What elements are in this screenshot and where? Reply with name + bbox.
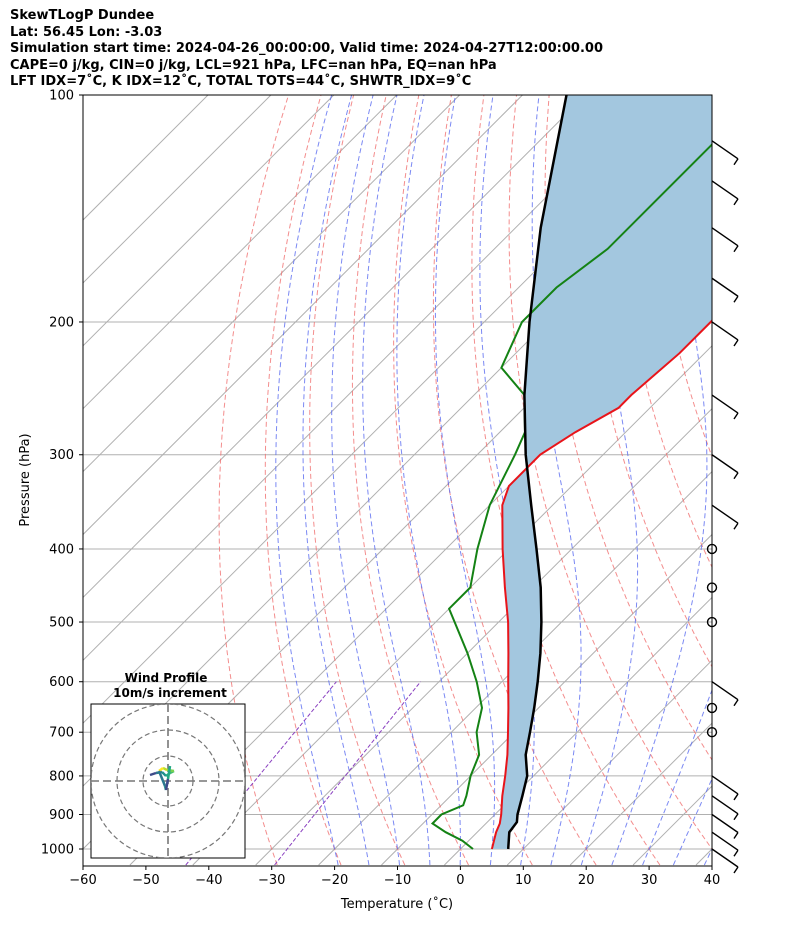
y-tick-label: 900	[49, 808, 74, 823]
isotherm-line	[83, 95, 272, 284]
wind-barb	[711, 454, 739, 480]
isotherm-line	[192, 345, 712, 866]
isotherm-line	[318, 470, 712, 866]
x-tick-label: 20	[578, 873, 595, 888]
times-line: Simulation start time: 2024-04-26_00:00:…	[10, 41, 603, 56]
dry-adiabat-line	[309, 95, 406, 866]
moist-adiabat-line	[396, 95, 461, 865]
moist-adiabat-line	[611, 95, 708, 866]
hodograph-segment	[157, 770, 167, 787]
x-tick-label: −40	[195, 873, 222, 888]
y-tick-label: 700	[49, 726, 74, 741]
x-tick-label: −20	[321, 873, 348, 888]
x-tick-label: 0	[456, 873, 464, 888]
hodograph-segment	[164, 778, 170, 791]
y-tick-label: 800	[49, 769, 74, 784]
y-tick-label: 200	[49, 315, 74, 330]
chart-title: SkewTLogP Dundee	[10, 8, 155, 23]
x-axis-label: Temperature (˚C)	[340, 896, 453, 912]
moist-adiabat-line	[642, 688, 712, 866]
y-tick-label: 1000	[41, 843, 74, 858]
isotherm-line	[83, 95, 586, 599]
x-tick-label: −50	[132, 873, 159, 888]
wind-barb	[711, 813, 739, 839]
moist-adiabat-line	[331, 95, 400, 866]
x-tick-label: 40	[704, 873, 721, 888]
calm-wind-circle	[706, 727, 718, 738]
wind-barb	[711, 848, 739, 874]
moist-adiabat-line	[275, 95, 339, 866]
wind-barb	[711, 140, 739, 166]
y-tick-label: 400	[49, 542, 74, 557]
isotherm-line	[255, 407, 712, 866]
dry-adiabat-line	[745, 95, 794, 865]
hodograph-segment	[162, 766, 168, 772]
isotherm-line	[83, 95, 335, 347]
hodograph-segment	[158, 767, 164, 772]
x-tick-label: 30	[641, 873, 658, 888]
dry-adiabat-line	[471, 95, 661, 866]
hodograph-segment	[166, 765, 172, 780]
calm-wind-circle	[706, 702, 718, 714]
x-tick-label: −10	[384, 873, 411, 888]
dewpoint-line	[430, 143, 712, 850]
dry-adiabat-line	[777, 95, 794, 865]
wind-barb	[711, 795, 739, 821]
isotherm-line	[83, 95, 398, 410]
inset-subtitle: 10m/s increment	[113, 686, 227, 700]
dry-adiabat-line	[351, 95, 469, 866]
isotherm-line	[506, 659, 712, 866]
chart-header: SkewTLogP Dundee Lat: 56.45 Lon: -3.03 S…	[10, 8, 603, 91]
dry-adiabat-line	[432, 95, 597, 866]
calm-wind-circle	[706, 616, 718, 628]
dry-adiabat-line	[646, 95, 712, 458]
wind-barb	[711, 277, 739, 303]
isotherm-line	[569, 722, 712, 866]
calm-wind-circle	[706, 582, 718, 593]
dry-adiabat-line	[711, 95, 712, 102]
isotherm-line	[83, 95, 460, 473]
wind-barb	[711, 227, 739, 253]
wind-profile-inset: Wind Profile 10m/s increment	[90, 671, 246, 859]
x-tick-label: 10	[515, 873, 532, 888]
y-axis-label: Pressure (hPa)	[18, 433, 33, 526]
hodograph-segment	[161, 771, 167, 777]
parcel-line	[506, 95, 568, 850]
wind-barb	[711, 831, 739, 857]
moist-adiabat-line	[672, 777, 712, 866]
isotherm-line	[83, 95, 523, 536]
indices-line: LFT IDX=7˚C, K IDX=12˚C, TOTAL TOTS=44˚C…	[10, 74, 472, 89]
location-line: Lat: 56.45 Lon: -3.03	[10, 24, 163, 40]
calm-wind-circle	[706, 543, 718, 555]
x-tick-label: −30	[258, 873, 285, 888]
wind-barb	[711, 504, 739, 530]
inset-title: Wind Profile	[125, 671, 208, 685]
moist-adiabat-line	[362, 95, 431, 866]
wind-barb	[711, 180, 739, 206]
temperature-line	[490, 319, 712, 850]
moist-adiabat-line	[302, 95, 370, 866]
mixing-ratio-line	[274, 681, 421, 866]
wind-barb	[711, 775, 739, 801]
wind-barb	[711, 321, 739, 347]
hodograph-segment	[149, 771, 157, 777]
moist-adiabat-line	[434, 95, 496, 866]
y-tick-label: 300	[49, 448, 74, 463]
y-tick-label: 600	[49, 675, 74, 690]
isotherm-line	[83, 95, 649, 662]
isotherm-line	[444, 596, 712, 866]
y-tick-label: 100	[49, 89, 74, 104]
wind-barb	[711, 394, 739, 420]
dry-adiabat-line	[264, 95, 342, 866]
dry-adiabat-line	[218, 95, 289, 866]
wind-barb	[711, 681, 739, 707]
x-tick-label: −60	[69, 873, 96, 888]
moist-adiabat-line	[703, 847, 712, 866]
parcel-shading	[491, 95, 712, 849]
y-tick-label: 500	[49, 616, 74, 631]
params-line: CAPE=0 j/kg, CIN=0 j/kg, LCL=921 hPa, LF…	[10, 57, 497, 73]
